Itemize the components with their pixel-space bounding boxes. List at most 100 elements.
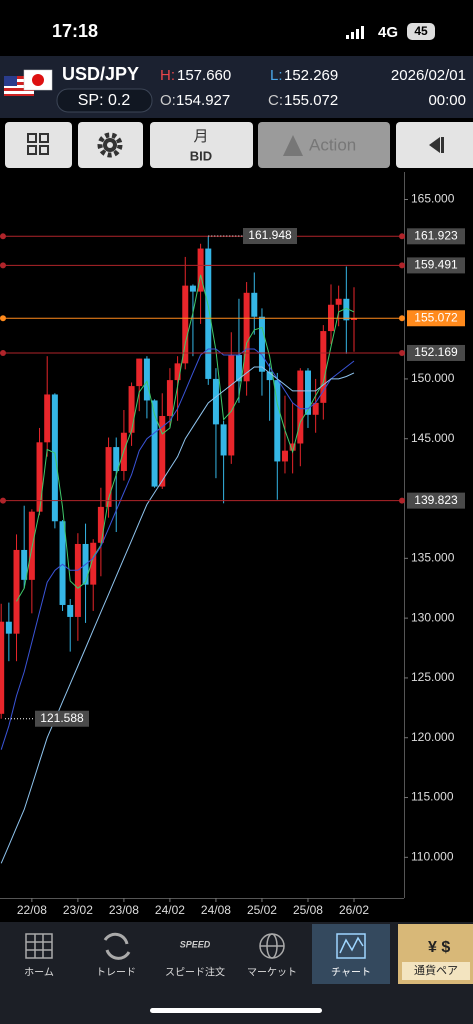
home-icon: [25, 933, 53, 959]
tab-label: 通貨ペア: [414, 963, 458, 977]
price-line-label-bg: [407, 492, 465, 509]
price-line-label: 161.923: [414, 228, 458, 242]
gear-icon: [97, 132, 123, 158]
ma-line: [0, 366, 355, 864]
collapse-icon: [429, 137, 444, 153]
candle-body: [235, 354, 242, 382]
candle-body: [312, 402, 319, 415]
candle-body: [159, 415, 166, 487]
pair-name: USD/JPY: [62, 64, 139, 84]
marker-label: 161.948: [248, 228, 292, 242]
date: 2026/02/01: [391, 67, 466, 84]
line-dot: [399, 497, 405, 504]
candle-body: [343, 298, 350, 321]
speed-tab[interactable]: SPEED スピード注文: [165, 939, 225, 978]
candle-body: [151, 400, 158, 487]
plot-area: [0, 236, 357, 864]
battery-level: 45: [414, 24, 428, 38]
open-value: 154.927: [176, 92, 230, 109]
high-label: H:: [160, 67, 175, 84]
candle-body: [320, 331, 327, 403]
candle-body: [67, 604, 74, 617]
candle-body: [351, 318, 357, 320]
marker-label-bg: [35, 710, 89, 727]
x-tick-label: 25/08: [293, 903, 323, 917]
action-button[interactable]: [258, 122, 390, 168]
line-dot: [399, 233, 405, 240]
y-tick-label: 115.000: [411, 790, 454, 804]
tab-label: トレード: [96, 968, 136, 979]
candle-body: [197, 248, 204, 292]
close-label: C:: [268, 92, 283, 109]
market-tab[interactable]: マーケット: [247, 933, 297, 979]
tab-label: スピード注文: [165, 966, 225, 979]
candle-body: [297, 370, 304, 444]
x-tick-label: 24/08: [201, 903, 231, 917]
price-line-label-bg: [407, 344, 465, 361]
marker-label-bg: [243, 228, 297, 245]
price-line-label: 155.072: [414, 310, 458, 324]
candle-body: [21, 549, 28, 580]
candle-body: [174, 363, 181, 381]
candle-body: [189, 285, 196, 292]
x-tick-label: 23/08: [109, 903, 139, 917]
bar-time: 00:00: [428, 92, 466, 109]
status-bar: [0, 0, 473, 56]
open-label: O:: [160, 92, 176, 109]
home-tab[interactable]: ホーム: [24, 933, 54, 979]
y-tick-label: 125.000: [411, 670, 455, 684]
price-type: BID: [190, 148, 212, 163]
y-tick-label: 120.000: [411, 730, 455, 744]
candle-body: [243, 292, 250, 382]
candle-body: [13, 549, 20, 634]
network: 4G: [378, 24, 398, 41]
price-line-label: 159.491: [414, 258, 458, 272]
candle-body: [97, 506, 104, 543]
candle-body: [220, 424, 227, 456]
candle-body: [143, 358, 150, 401]
marker-label: 121.588: [40, 711, 84, 725]
x-tick-label: 25/02: [247, 903, 277, 917]
ma-line: [16, 274, 355, 602]
period-button[interactable]: [150, 122, 253, 168]
tab-label: チャート: [331, 967, 371, 979]
candle-body: [51, 394, 58, 522]
trade-icon: [103, 932, 131, 960]
period: 月: [193, 128, 208, 145]
pairs-tab[interactable]: ¥ $ 通貨ペア: [398, 924, 473, 984]
line-dot: [0, 349, 6, 356]
candle-body: [44, 394, 51, 443]
candle-body: [274, 380, 281, 462]
y-tick-label: 165.000: [411, 192, 455, 206]
line-dot: [0, 262, 6, 269]
candle-body: [113, 447, 120, 472]
layout-button[interactable]: [5, 122, 72, 168]
currency-icon: ¥ $: [428, 939, 450, 956]
speed-icon: SPEED: [180, 939, 211, 949]
y-tick-label: 145.000: [411, 431, 455, 445]
clock: 17:18: [52, 21, 98, 41]
candle-body: [258, 316, 265, 372]
high-value: 157.660: [177, 67, 231, 84]
ma-line: [0, 348, 355, 750]
candle-body: [36, 442, 43, 512]
candle-body: [136, 358, 143, 387]
low-value: 152.269: [284, 67, 338, 84]
chart-icon: [336, 933, 366, 959]
candle-body: [5, 621, 12, 634]
line-dot: [0, 315, 6, 322]
signal-icon: [346, 26, 364, 39]
y-tick-label: 150.000: [411, 371, 455, 385]
pairs-label-bg: [402, 962, 470, 980]
candle-body: [182, 285, 189, 364]
candle-body: [0, 621, 5, 714]
line-dot: [0, 497, 6, 504]
tab-bar: [0, 922, 473, 1024]
x-tick-label: 26/02: [339, 903, 369, 917]
trade-tab[interactable]: トレード: [96, 932, 136, 979]
candle-body: [266, 371, 273, 381]
chart-tab[interactable]: チャート: [331, 933, 371, 979]
battery: [407, 23, 435, 40]
candle-body: [304, 370, 311, 415]
price-line-label-bg: [407, 228, 465, 245]
